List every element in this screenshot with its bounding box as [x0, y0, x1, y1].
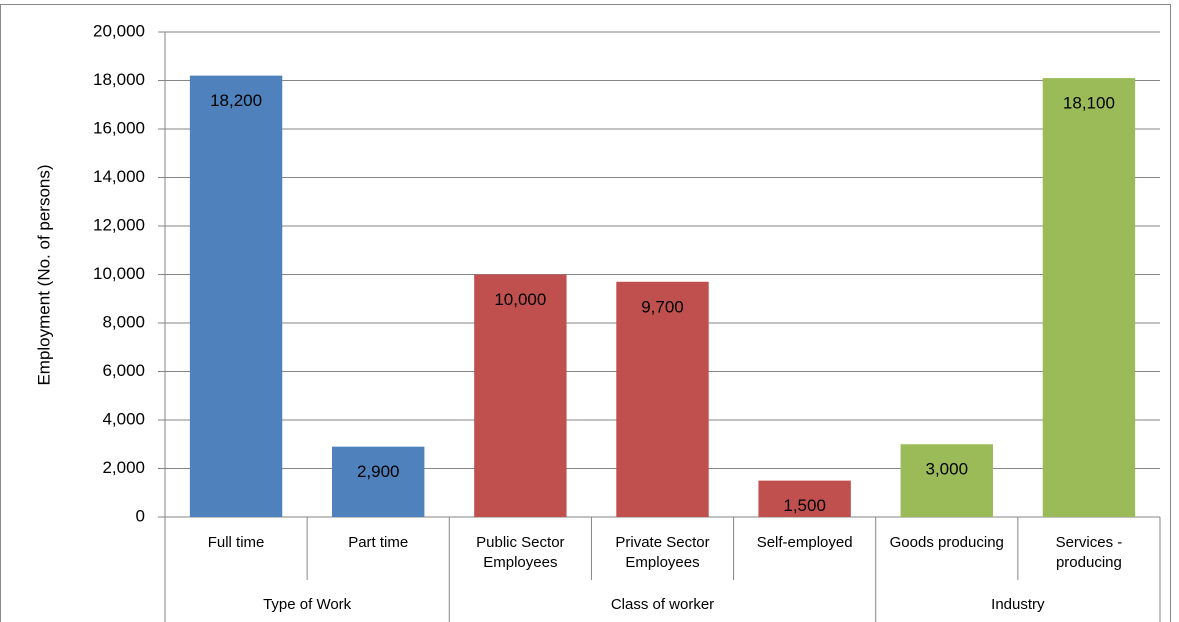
y-tick-label: 0 — [136, 506, 145, 525]
y-tick-label: 2,000 — [102, 458, 145, 477]
y-tick-label: 18,000 — [93, 70, 145, 89]
y-tick-label: 12,000 — [93, 215, 145, 234]
bar — [616, 281, 709, 517]
x-tick-label: Self-employed — [756, 534, 853, 551]
y-tick-label: 6,000 — [102, 361, 145, 380]
y-axis-title: Employment (No. of persons) — [34, 164, 53, 385]
bar — [1042, 78, 1136, 517]
y-tick-label: 4,000 — [102, 409, 145, 428]
value-label: 18,100 — [1063, 94, 1115, 113]
y-tick-label: 14,000 — [93, 167, 145, 186]
group-label: Class of worker — [610, 596, 715, 613]
value-label: 2,900 — [357, 462, 400, 481]
x-tick-label: Services - producing — [1055, 534, 1123, 571]
bar — [758, 480, 851, 517]
group-label: Type of Work — [263, 596, 352, 613]
bar — [474, 274, 567, 517]
y-tick-label: 10,000 — [93, 264, 145, 283]
y-tick-label: 20,000 — [93, 21, 145, 40]
x-tick-label: Private Sector Employees — [615, 534, 710, 571]
bar — [332, 446, 425, 517]
value-label: 10,000 — [494, 290, 546, 309]
x-tick-label: Public Sector Employees — [476, 534, 565, 571]
y-tick-label: 8,000 — [102, 312, 145, 331]
value-label: 18,200 — [210, 91, 262, 110]
chart-border — [0, 4, 1171, 622]
value-label: 1,500 — [783, 496, 826, 515]
bar — [900, 444, 993, 517]
x-tick-label: Goods producing — [889, 534, 1004, 551]
value-label: 9,700 — [641, 297, 684, 316]
y-tick-label: 16,000 — [93, 118, 145, 137]
value-label: 3,000 — [926, 460, 969, 479]
group-label: Industry — [991, 596, 1045, 613]
x-tick-label: Part time — [348, 534, 409, 551]
bar — [189, 75, 283, 518]
x-tick-label: Full time — [207, 534, 265, 551]
